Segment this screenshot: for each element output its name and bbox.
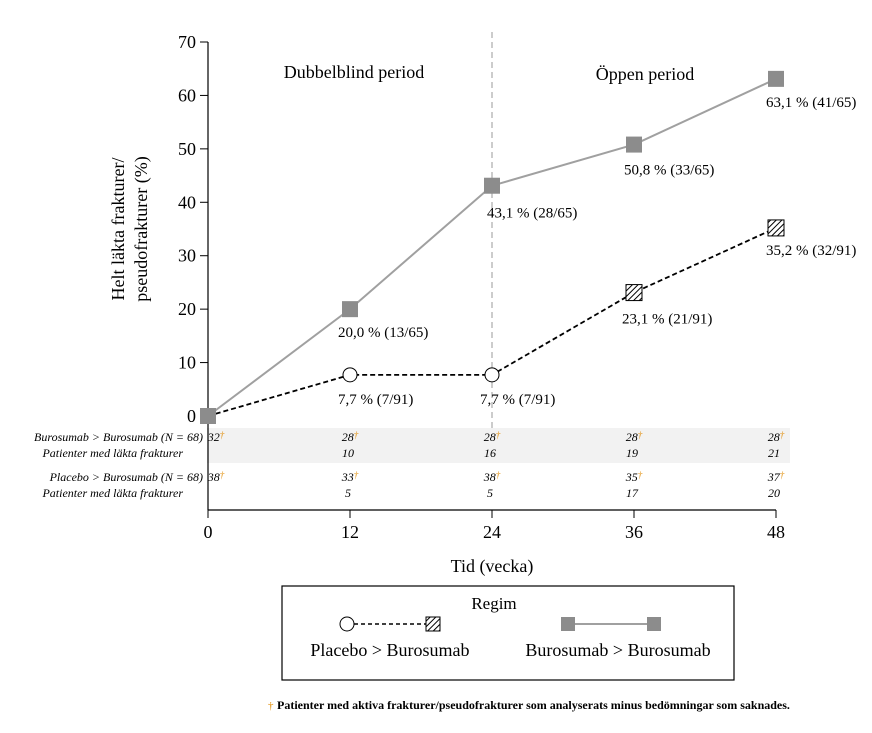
data-label-placebo: 7,7 % (7/91) — [338, 392, 413, 408]
x-tick-label: 12 — [341, 522, 359, 542]
table-analysed-count: 28† — [626, 430, 643, 444]
table-analysed-value: 32 — [207, 430, 220, 444]
table-analysed-value: 38 — [207, 470, 220, 484]
legend-burosumab-marker — [647, 617, 661, 631]
period-label-double-blind: Dubbelblind period — [284, 62, 424, 82]
burosumab-point — [484, 177, 500, 194]
y-tick-label: 10 — [178, 353, 196, 373]
data-label-burosumab: 43,1 % (28/65) — [487, 206, 577, 222]
table-analysed-count: 28† — [768, 430, 785, 444]
data-label-burosumab: 20,0 % (13/65) — [338, 325, 428, 341]
footnote: Patienter med aktiva frakturer/pseudofra… — [277, 698, 790, 712]
table-analysed-count: 32† — [207, 430, 225, 444]
y-axis-label-line2: pseudofrakturer (%) — [131, 156, 152, 301]
dagger-mark: † — [638, 470, 643, 480]
table-sub-label: Patienter med läkta frakturer — [41, 446, 183, 460]
dagger-mark: † — [780, 470, 785, 480]
table-analysed-value: 33 — [341, 470, 354, 484]
y-tick-label: 60 — [178, 85, 196, 105]
x-tick-label: 48 — [767, 522, 785, 542]
x-axis-label: Tid (vecka) — [451, 556, 534, 577]
legend-title: Regim — [471, 594, 516, 613]
table-healed-count: 10 — [342, 446, 354, 460]
table-analysed-value: 38 — [483, 470, 496, 484]
table-analysed-value: 28 — [626, 430, 638, 444]
placebo-point-circle — [484, 367, 500, 383]
x-tick-label: 0 — [204, 522, 213, 542]
table-analysed-count: 33† — [341, 470, 359, 484]
y-tick-label: 40 — [178, 192, 196, 212]
dagger-mark: † — [496, 470, 501, 480]
table-analysed-value: 37 — [767, 470, 781, 484]
dagger-mark: † — [496, 430, 501, 440]
table-analysed-count: 35† — [625, 470, 643, 484]
table-analysed-count: 38† — [207, 470, 225, 484]
legend-burosumab-marker — [561, 617, 575, 631]
table-group-label: Burosumab > Burosumab (N = 68) — [34, 430, 203, 444]
table-analysed-count: 38† — [483, 470, 501, 484]
dagger-mark: † — [220, 470, 225, 480]
dagger-mark: † — [638, 430, 643, 440]
data-label-burosumab: 50,8 % (33/65) — [624, 163, 714, 179]
data-label-burosumab: 63,1 % (41/65) — [766, 95, 856, 111]
placebo-point-hatched — [767, 219, 785, 237]
y-tick-label: 20 — [178, 299, 196, 319]
table-band-row1 — [207, 428, 790, 463]
legend-placebo-hatched-marker — [425, 616, 441, 632]
table-group-label: Placebo > Burosumab (N = 68) — [49, 470, 203, 484]
data-label-placebo: 35,2 % (32/91) — [766, 243, 856, 259]
y-tick-label: 0 — [187, 406, 196, 426]
table-healed-count: 21 — [768, 446, 780, 460]
dagger-mark: † — [354, 430, 359, 440]
legend: Regim Placebo > Burosumab Burosumab > Bu… — [281, 585, 735, 681]
table-analysed-value: 28 — [484, 430, 496, 444]
legend-item-placebo: Placebo > Burosumab — [310, 640, 469, 660]
dagger-mark: † — [220, 430, 225, 440]
table-healed-count: 20 — [768, 486, 780, 500]
legend-placebo-circle-marker — [339, 616, 355, 632]
burosumab-point — [768, 70, 784, 87]
dagger-mark: † — [780, 430, 785, 440]
burosumab-point — [342, 301, 358, 318]
y-tick-label: 30 — [178, 246, 196, 266]
footnote-dagger: † — [268, 700, 274, 712]
table-analysed-count: 37† — [767, 470, 785, 484]
table-sub-label: Patienter med läkta frakturer — [41, 486, 183, 500]
x-tick-label: 24 — [483, 522, 501, 542]
placebo-point-hatched — [625, 284, 643, 302]
table-analysed-count: 28† — [342, 430, 359, 444]
table-healed-count: 19 — [626, 446, 638, 460]
period-label-open: Öppen period — [596, 64, 694, 84]
y-tick-label: 50 — [178, 139, 196, 159]
table-healed-count: 16 — [484, 446, 496, 460]
burosumab-point — [626, 136, 642, 153]
legend-item-burosumab: Burosumab > Burosumab — [525, 640, 710, 660]
table-healed-count: 17 — [626, 486, 639, 500]
table-healed-count: 5 — [345, 486, 351, 500]
placebo-point-circle — [342, 367, 358, 383]
table-healed-count: 5 — [487, 486, 493, 500]
data-label-placebo: 7,7 % (7/91) — [480, 392, 555, 408]
x-tick-label: 36 — [625, 522, 643, 542]
dagger-mark: † — [354, 470, 359, 480]
burosumab-point — [200, 408, 216, 424]
table-analysed-value: 28 — [342, 430, 354, 444]
table-analysed-count: 28† — [484, 430, 501, 444]
table-analysed-value: 35 — [625, 470, 638, 484]
table-analysed-value: 28 — [768, 430, 780, 444]
y-axis-label-line1: Helt läkta frakturer/ — [108, 158, 128, 301]
y-tick-label: 70 — [178, 32, 196, 52]
data-label-placebo: 23,1 % (21/91) — [622, 312, 712, 328]
